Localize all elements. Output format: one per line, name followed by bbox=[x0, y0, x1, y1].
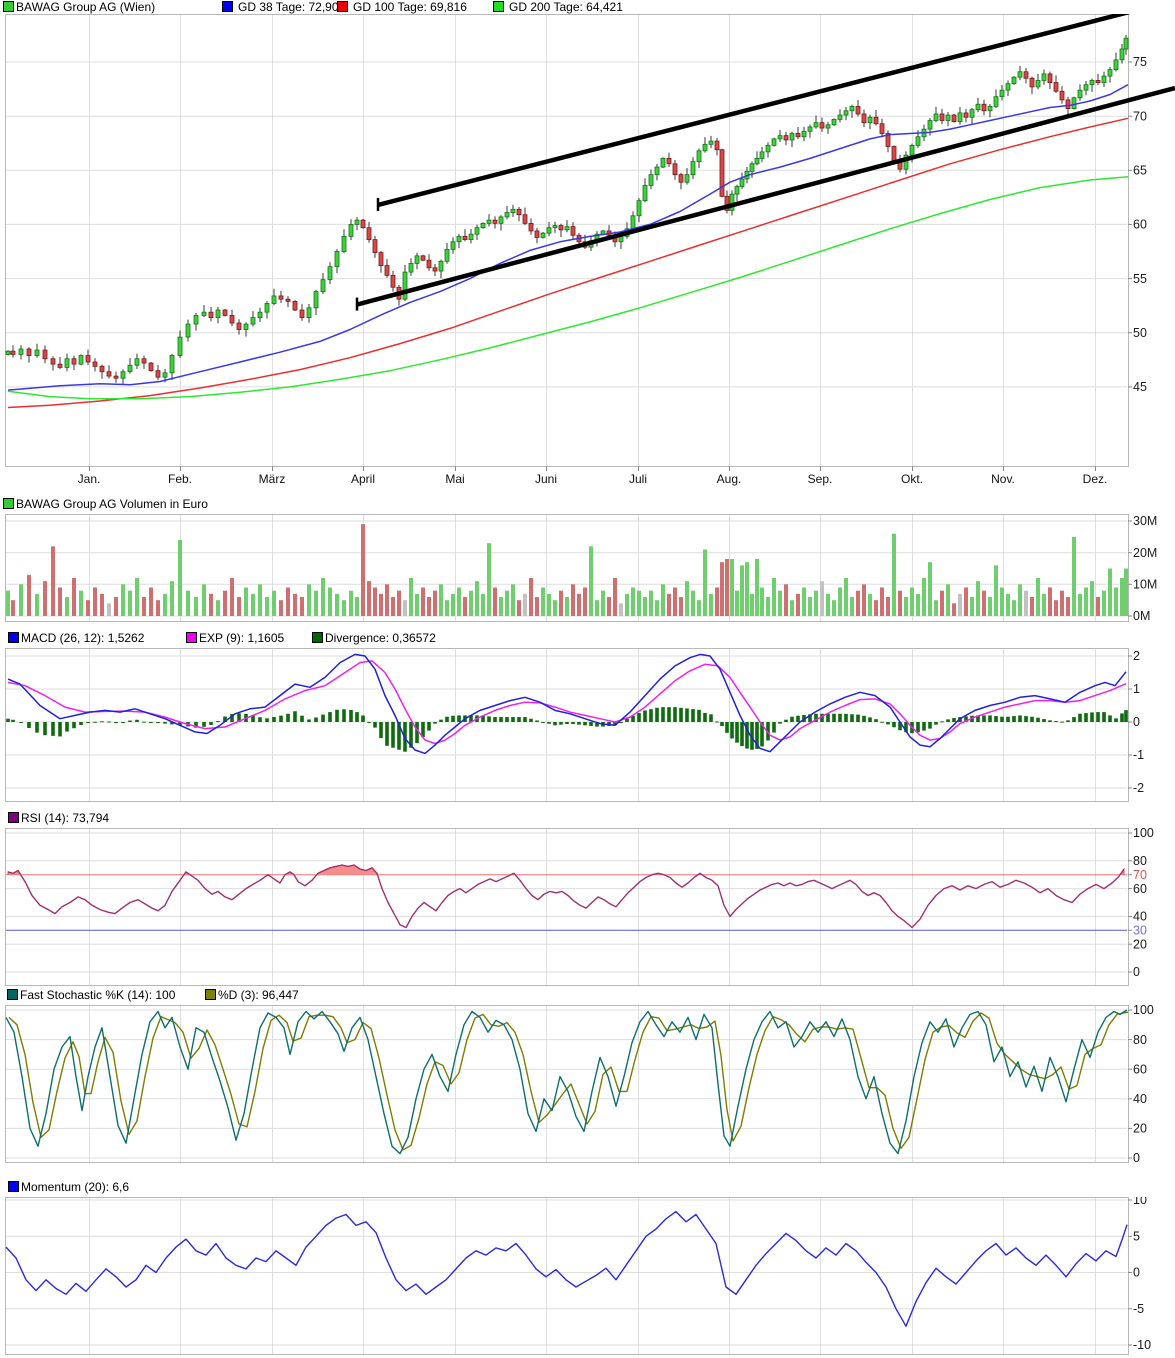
series-swatch-icon bbox=[205, 989, 216, 1000]
momentum-legend-row: Momentum (20): 6,6 bbox=[0, 1180, 1175, 1195]
month-label: Jan. bbox=[77, 472, 101, 486]
svg-text:0: 0 bbox=[1133, 965, 1140, 979]
series-label: MACD (26, 12): 1,5262 bbox=[21, 631, 145, 645]
month-label: April bbox=[350, 472, 376, 486]
svg-text:-1: -1 bbox=[1133, 748, 1144, 762]
svg-text:-2: -2 bbox=[1133, 781, 1144, 795]
month-label: Juni bbox=[534, 472, 558, 486]
svg-text:2: 2 bbox=[1133, 649, 1140, 663]
volume-legend-row: BAWAG Group AG Volumen in Euro bbox=[0, 497, 1175, 512]
svg-text:55: 55 bbox=[1133, 272, 1147, 286]
svg-text:10: 10 bbox=[1133, 1197, 1147, 1207]
stochastic-chart: 100 80 60 40 20 0 bbox=[5, 1005, 1154, 1165]
svg-text:-10: -10 bbox=[1133, 1338, 1151, 1352]
svg-text:-5: -5 bbox=[1133, 1302, 1144, 1316]
series-swatch-icon bbox=[8, 1181, 19, 1192]
svg-text:80: 80 bbox=[1133, 1033, 1147, 1047]
svg-text:75: 75 bbox=[1133, 55, 1147, 69]
series-label: %D (3): 96,447 bbox=[218, 988, 299, 1002]
svg-text:5: 5 bbox=[1133, 1230, 1140, 1244]
svg-text:60: 60 bbox=[1133, 218, 1147, 232]
svg-text:65: 65 bbox=[1133, 164, 1147, 178]
series-label: Fast Stochastic %K (14): 100 bbox=[20, 988, 176, 1002]
series-label: GD 100 Tage: 69,816 bbox=[353, 0, 467, 14]
series-label: GD 200 Tage: 64,421 bbox=[509, 0, 623, 14]
month-label: Aug. bbox=[716, 472, 742, 486]
stochastic-legend-row: Fast Stochastic %K (14): 100 %D (3): 96,… bbox=[0, 988, 1175, 1003]
svg-text:30: 30 bbox=[1133, 924, 1147, 938]
svg-text:40: 40 bbox=[1133, 1092, 1147, 1106]
svg-text:20: 20 bbox=[1133, 1122, 1147, 1136]
svg-text:70: 70 bbox=[1133, 109, 1147, 123]
series-label: EXP (9): 1,1605 bbox=[199, 631, 285, 645]
month-label: Juli bbox=[628, 472, 648, 486]
svg-text:100: 100 bbox=[1133, 828, 1154, 840]
momentum-chart: 10 5 0 -5 -10 bbox=[5, 1197, 1151, 1355]
svg-text:0: 0 bbox=[1133, 1151, 1140, 1165]
svg-text:30M: 30M bbox=[1133, 514, 1157, 528]
title-legend-row: BAWAG Group AG (Wien) GD 38 Tage: 72,901… bbox=[0, 0, 1175, 15]
month-label: Okt. bbox=[900, 472, 924, 486]
series-swatch-icon bbox=[3, 498, 14, 509]
series-label: BAWAG Group AG Volumen in Euro bbox=[16, 497, 208, 511]
svg-text:45: 45 bbox=[1133, 380, 1147, 394]
series-swatch-icon bbox=[3, 1, 14, 12]
svg-text:0: 0 bbox=[1133, 715, 1140, 729]
month-label: März bbox=[258, 472, 286, 486]
svg-text:10M: 10M bbox=[1133, 578, 1157, 592]
series-label: GD 38 Tage: 72,901 bbox=[238, 0, 346, 14]
series-swatch-icon bbox=[8, 812, 19, 823]
svg-text:0: 0 bbox=[1133, 1266, 1140, 1280]
svg-text:1: 1 bbox=[1133, 682, 1140, 696]
svg-text:100: 100 bbox=[1133, 1005, 1154, 1017]
svg-text:60: 60 bbox=[1133, 882, 1147, 896]
macd-chart: 2 1 0 -1 -2 bbox=[5, 648, 1144, 802]
series-swatch-icon bbox=[493, 1, 504, 12]
series-swatch-icon bbox=[337, 1, 348, 12]
macd-legend-row: MACD (26, 12): 1,5262 EXP (9): 1,1605 Di… bbox=[0, 631, 1175, 646]
series-swatch-icon bbox=[8, 632, 19, 643]
month-label: Feb. bbox=[167, 472, 193, 486]
svg-text:40: 40 bbox=[1133, 910, 1147, 924]
series-label: RSI (14): 73,794 bbox=[21, 811, 110, 825]
svg-text:20: 20 bbox=[1133, 937, 1147, 951]
rsi-legend-row: RSI (14): 73,794 bbox=[0, 811, 1175, 826]
svg-text:0M: 0M bbox=[1133, 609, 1150, 623]
series-swatch-icon bbox=[222, 1, 233, 12]
month-label: Mai bbox=[445, 472, 465, 486]
month-axis: Jan. Feb. März April Mai Juni Juli Aug. Sep. Okt.… bbox=[0, 470, 1175, 488]
month-label: Nov. bbox=[991, 472, 1015, 486]
series-label: BAWAG Group AG (Wien) bbox=[16, 0, 156, 14]
month-label: Dez. bbox=[1082, 472, 1108, 486]
series-label: Momentum (20): 6,6 bbox=[21, 1180, 130, 1194]
svg-text:70: 70 bbox=[1133, 868, 1147, 882]
svg-text:60: 60 bbox=[1133, 1062, 1147, 1076]
price-candlestick-chart: 75 70 65 60 55 50 45 bbox=[5, 14, 1175, 471]
series-swatch-icon bbox=[7, 989, 18, 1000]
svg-text:80: 80 bbox=[1133, 854, 1147, 868]
series-swatch-icon bbox=[312, 632, 323, 643]
svg-text:50: 50 bbox=[1133, 326, 1147, 340]
month-label: Sep. bbox=[807, 472, 833, 486]
svg-text:20M: 20M bbox=[1133, 546, 1157, 560]
series-label: Divergence: 0,36572 bbox=[325, 631, 436, 645]
series-swatch-icon bbox=[186, 632, 197, 643]
volume-bar-chart: 30M 20M 10M 0M bbox=[5, 514, 1157, 623]
